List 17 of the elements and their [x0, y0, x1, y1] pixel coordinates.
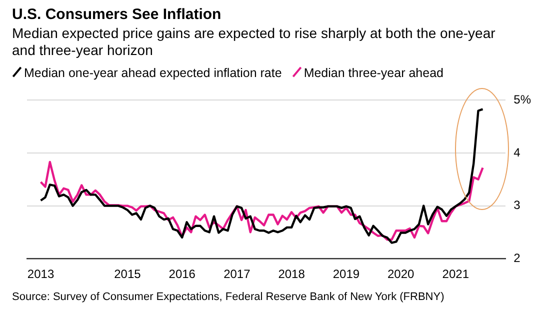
- y-tick-label: 5%: [514, 92, 532, 107]
- x-tick-label: 2018: [278, 267, 306, 282]
- y-tick-label: 2: [514, 250, 521, 265]
- x-tick-label: 2017: [224, 267, 251, 282]
- x-tick-label: 2019: [332, 267, 360, 282]
- x-tick-label: 2021: [442, 267, 470, 282]
- x-tick-label: 2015: [114, 267, 142, 282]
- legend-label: Median one-year ahead expected inflation rate: [23, 66, 282, 80]
- x-tick-label: 2016: [168, 267, 196, 282]
- chart-subtitle: Median expected price gains are expected to rise sharply at both the one-year and three-year horizon: [12, 25, 496, 59]
- chart-title: U.S. Consumers See Inflation: [12, 6, 222, 23]
- y-tick-label: 4: [514, 145, 521, 160]
- x-tick-label: 2013: [27, 267, 54, 282]
- y-tick-label: 3: [514, 198, 521, 212]
- x-tick-label: 2020: [388, 267, 415, 282]
- source-note: Source: Survey of Consumer Expectations, Federal Reserve Bank of New York (FRBNY): [12, 291, 444, 303]
- legend-label: Median three-year ahead: [302, 66, 444, 80]
